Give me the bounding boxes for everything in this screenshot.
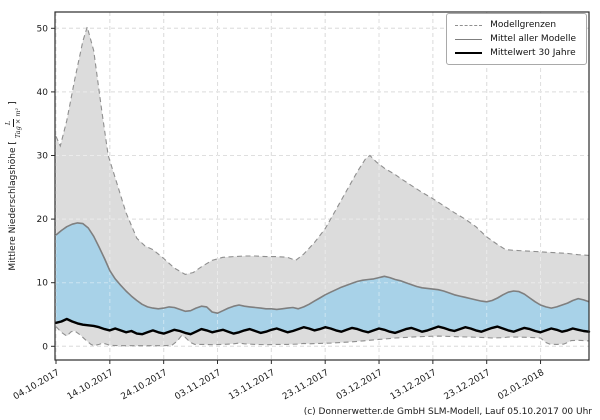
model-mean-line [55,222,590,315]
y-axis-unit-fraction: L Tag × m² [4,107,22,139]
y-tick-label: 10 [37,279,49,289]
plot-frame [54,11,590,361]
x-tick-label: 13.11.2017 [227,368,277,402]
anomaly-band [56,222,589,335]
x-tick-label: 13.12.2017 [389,368,439,402]
legend-item-mittelwert-30-jahre: Mittelwert 30 Jahre [455,48,576,58]
x-tick-label: 02.01.2018 [496,368,546,403]
legend-label: Mittelwert 30 Jahre [490,48,576,58]
x-tick-label: 04.10.2017 [12,368,62,402]
unit-denominator: Tag × m² [13,107,22,139]
x-tick-label: 03.12.2017 [335,368,385,402]
x-tick-label: 23.11.2017 [281,368,331,402]
copyright-caption: (c) Donnerwetter.de GmbH SLM-Modell, Lau… [303,407,592,417]
black-line-sample [455,52,483,54]
y-tick-labels: 0 10 20 30 40 50 [37,24,49,352]
legend-item-modellgrenzen: Modellgrenzen [455,20,576,30]
x-tick-label: 14.10.2017 [66,368,116,402]
y-tick-label: 30 [37,152,49,162]
upper-model-bound-line [55,25,590,275]
legend-item-mittel-aller-modelle: Mittel aller Modelle [455,34,576,44]
climatology-line [54,317,591,336]
y-tick-label: 40 [37,88,49,98]
y-tick-label: 20 [37,215,49,225]
y-axis-label-text: Mittlere Niederschlagshöhe [ [8,141,18,271]
legend-label: Modellgrenzen [490,20,557,30]
unit-numerator: L [4,118,14,128]
y-axis-label-bracket: ] [8,101,18,105]
x-tick-label: 03.11.2017 [173,368,223,402]
lower-model-bound-line [55,326,590,347]
y-axis-label: Mittlere Niederschlagshöhe [ L Tag × m²] [4,46,22,326]
x-tick-label: 24.10.2017 [120,368,170,402]
y-tick-label: 50 [37,24,49,34]
legend-label: Mittel aller Modelle [490,34,576,44]
model-range-band [56,27,589,346]
axis-ticks [51,27,542,364]
dashed-line-sample [455,24,483,26]
x-tick-label: 23.12.2017 [443,368,493,402]
y-tick-label: 0 [42,342,48,352]
legend: Modellgrenzen Mittel aller Modelle Mitte… [446,13,587,65]
gray-line-sample [455,38,483,40]
x-tick-labels: 04.10.2017 14.10.2017 24.10.2017 03.11.2017… [12,368,546,403]
